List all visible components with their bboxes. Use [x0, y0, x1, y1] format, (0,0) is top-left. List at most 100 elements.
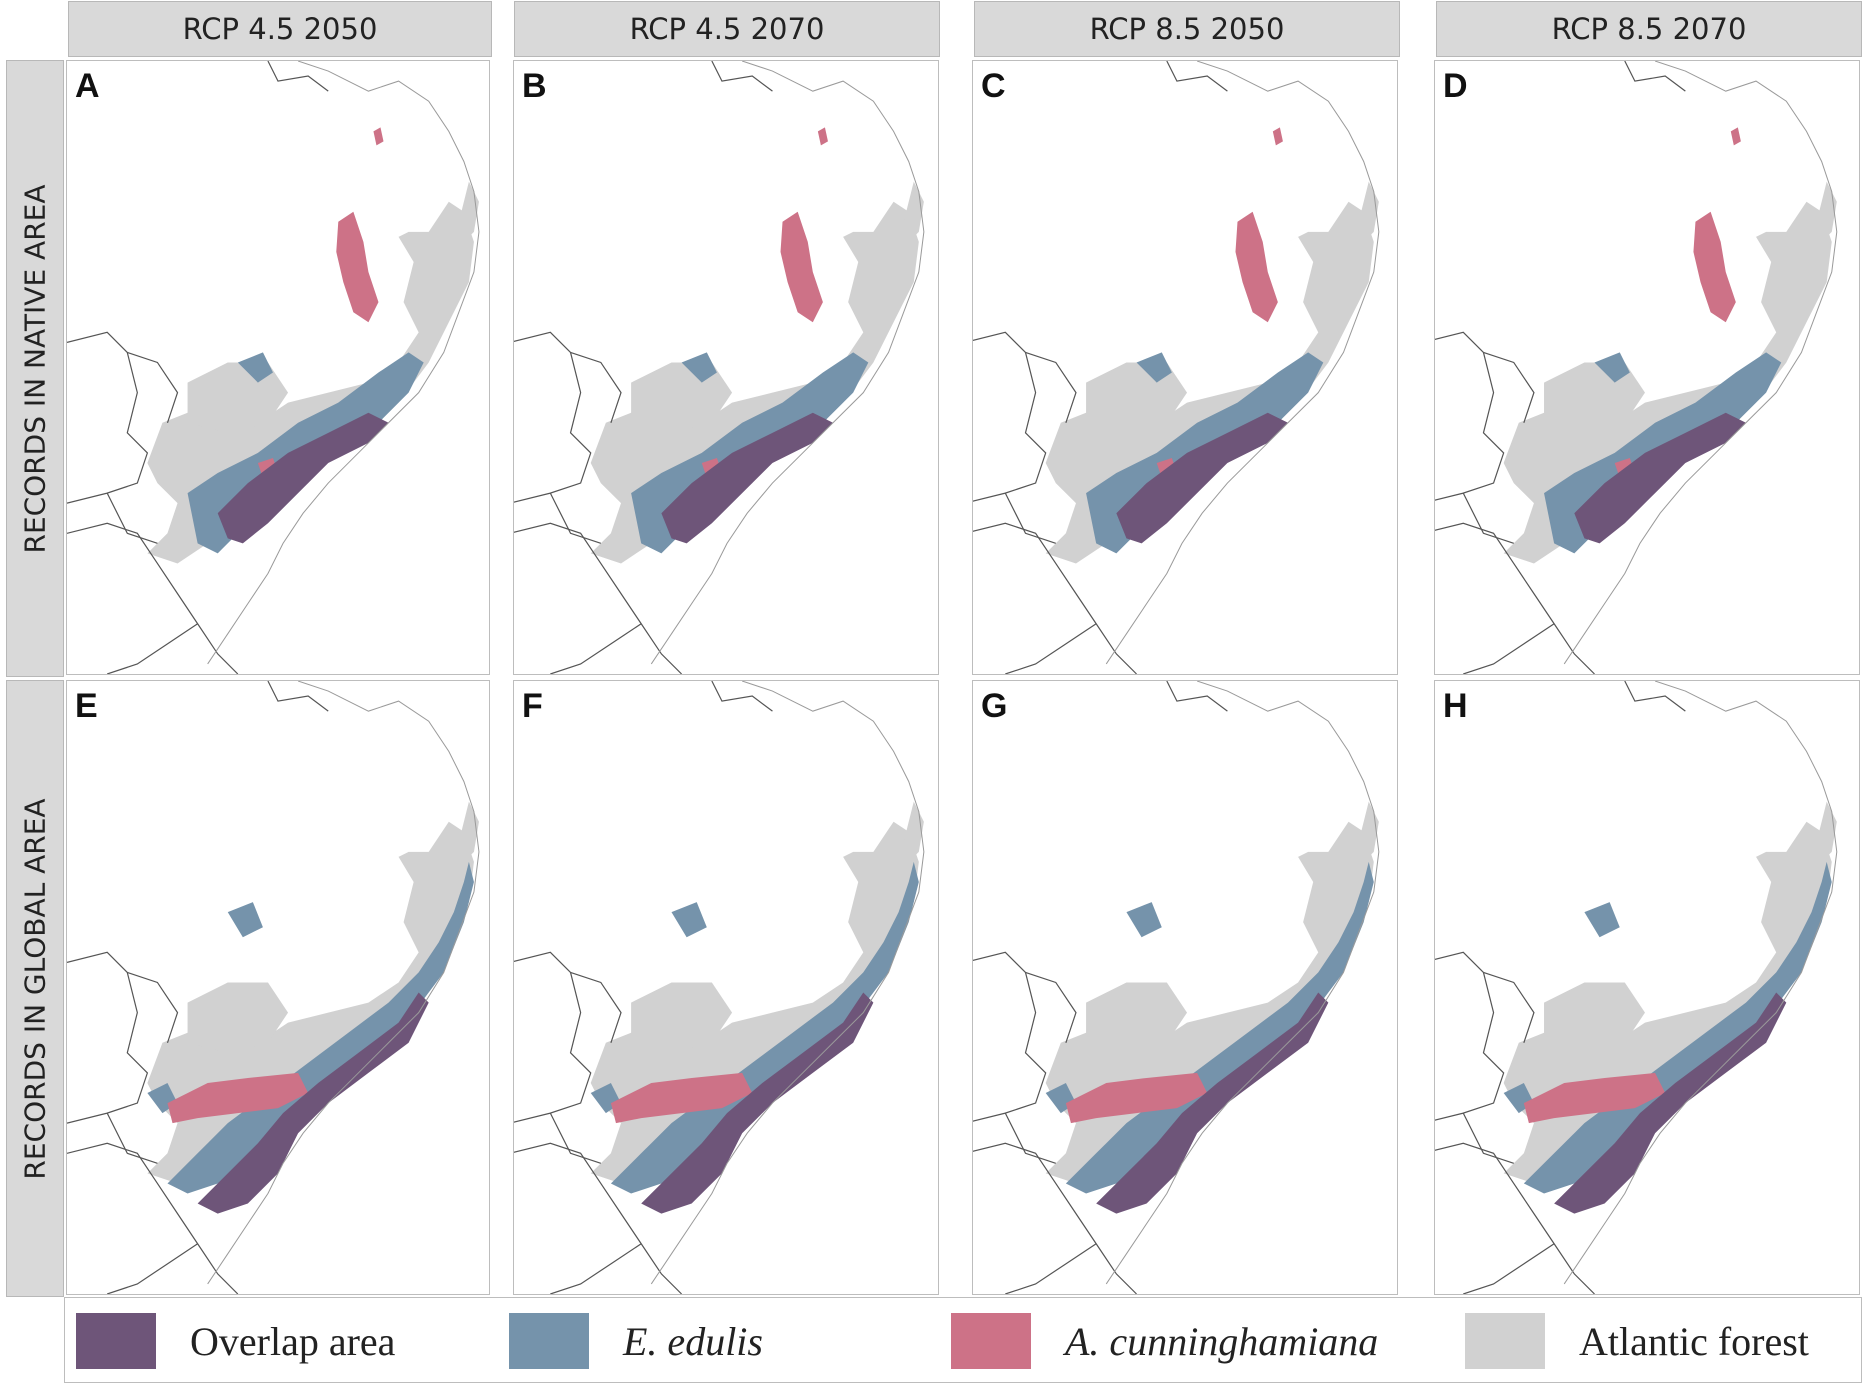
- panel-letter-e: E: [75, 687, 98, 725]
- legend-item-edulis: E. edulis: [509, 1312, 763, 1370]
- edulis-region: [671, 902, 707, 938]
- edulis-region: [227, 902, 263, 938]
- country-border: [549, 492, 602, 544]
- coastline: [1563, 61, 1838, 665]
- coastline: [650, 61, 925, 665]
- cunninghamiana-region: [1523, 1072, 1666, 1124]
- panel-letter-d: D: [1443, 67, 1468, 105]
- map-e: [67, 681, 480, 1294]
- column-header-rcp45-2070: RCP 4.5 2070: [514, 1, 940, 57]
- map-panel-d: D: [1434, 60, 1860, 675]
- overlap-region: [1574, 412, 1746, 544]
- edulis-region: [1594, 352, 1630, 383]
- country-border: [570, 351, 622, 423]
- row-header-native: RECORDS IN NATIVE AREA: [6, 60, 64, 677]
- country-border: [67, 522, 239, 674]
- edulis-region: [167, 861, 474, 1194]
- forest-region: [187, 982, 289, 1053]
- edulis-region: [1523, 861, 1832, 1194]
- country-border: [1624, 681, 1686, 712]
- forest-region: [903, 181, 924, 242]
- forest-region: [1358, 181, 1379, 242]
- panel-letter-g: G: [981, 687, 1008, 725]
- map-panel-g: G: [972, 680, 1398, 1295]
- country-border: [67, 331, 149, 504]
- row-header-global-label: RECORDS IN GLOBAL AREA: [18, 797, 52, 1180]
- map-c: [973, 61, 1380, 674]
- cunninghamiana-region: [1235, 211, 1278, 323]
- country-border: [127, 971, 179, 1043]
- row-header-native-label: RECORDS IN NATIVE AREA: [18, 183, 52, 554]
- legend-label-overlap: Overlap area: [190, 1318, 396, 1364]
- edulis-region: [1136, 352, 1172, 383]
- legend-swatch-cunninghamiana: [951, 1313, 1031, 1369]
- overlap-region: [1096, 992, 1329, 1214]
- forest-region: [187, 362, 289, 433]
- country-border: [550, 1243, 642, 1294]
- country-border: [1463, 623, 1555, 674]
- overlap-region: [197, 992, 429, 1214]
- map-panel-c: C: [972, 60, 1398, 675]
- edulis-region: [1584, 902, 1620, 938]
- overlap-region: [641, 992, 874, 1214]
- map-panel-h: H: [1434, 680, 1860, 1295]
- legend-swatch-edulis: [509, 1313, 589, 1369]
- panel-letter-a: A: [75, 67, 100, 105]
- cunninghamiana-region: [1693, 211, 1736, 323]
- country-border: [711, 61, 773, 92]
- overlap-region: [661, 412, 834, 544]
- map-f: [514, 681, 925, 1294]
- overlap-region: [217, 412, 389, 544]
- legend: Overlap area E. edulis A. cunninghamiana…: [64, 1297, 1862, 1383]
- country-border: [267, 61, 329, 92]
- country-border: [1435, 331, 1505, 501]
- country-border: [1435, 951, 1505, 1121]
- country-border: [1462, 1112, 1514, 1164]
- panel-letter-b: B: [522, 67, 547, 105]
- column-header-rcp85-2050: RCP 8.5 2050: [974, 1, 1400, 57]
- cunninghamiana-region: [167, 1072, 309, 1124]
- cunninghamiana-region: [373, 127, 384, 146]
- map-d: [1435, 61, 1838, 674]
- edulis-region: [610, 861, 919, 1194]
- forest-region: [458, 181, 479, 242]
- country-border: [1435, 1142, 1595, 1294]
- map-h: [1435, 681, 1838, 1294]
- cunninghamiana-region: [336, 211, 379, 323]
- country-border: [1025, 351, 1077, 423]
- cunninghamiana-region: [817, 127, 828, 146]
- column-header-rcp85-2070: RCP 8.5 2070: [1436, 1, 1862, 57]
- country-border: [550, 623, 642, 674]
- forest-region: [1816, 801, 1837, 862]
- coastline: [207, 61, 480, 665]
- country-border: [1483, 351, 1535, 423]
- country-border: [1005, 1243, 1097, 1294]
- country-border: [514, 951, 592, 1123]
- forest-region: [631, 982, 733, 1053]
- legend-item-overlap: Overlap area: [76, 1312, 395, 1370]
- map-a: [67, 61, 480, 674]
- country-border: [1004, 1112, 1056, 1164]
- country-border: [1435, 522, 1595, 674]
- country-border: [711, 681, 773, 712]
- country-border: [514, 522, 683, 674]
- overlap-region: [1554, 992, 1787, 1214]
- cunninghamiana-region: [1272, 127, 1283, 146]
- forest-region: [1358, 801, 1379, 862]
- cunninghamiana-region: [610, 1072, 753, 1124]
- country-border: [67, 951, 149, 1124]
- country-border: [549, 1112, 602, 1164]
- map-panel-b: B: [513, 60, 939, 675]
- forest-region: [1544, 982, 1645, 1053]
- country-border: [570, 971, 622, 1043]
- country-border: [267, 681, 329, 712]
- coastline: [1105, 681, 1380, 1285]
- cunninghamiana-region: [1730, 127, 1741, 146]
- legend-item-atlantic-forest: Atlantic forest: [1465, 1312, 1809, 1370]
- forest-region: [1086, 982, 1188, 1053]
- legend-label-cunninghamiana: A. cunninghamiana: [1065, 1318, 1379, 1364]
- country-border: [973, 331, 1047, 502]
- coastline: [1563, 681, 1838, 1285]
- country-border: [1005, 623, 1097, 674]
- edulis-region: [681, 352, 717, 383]
